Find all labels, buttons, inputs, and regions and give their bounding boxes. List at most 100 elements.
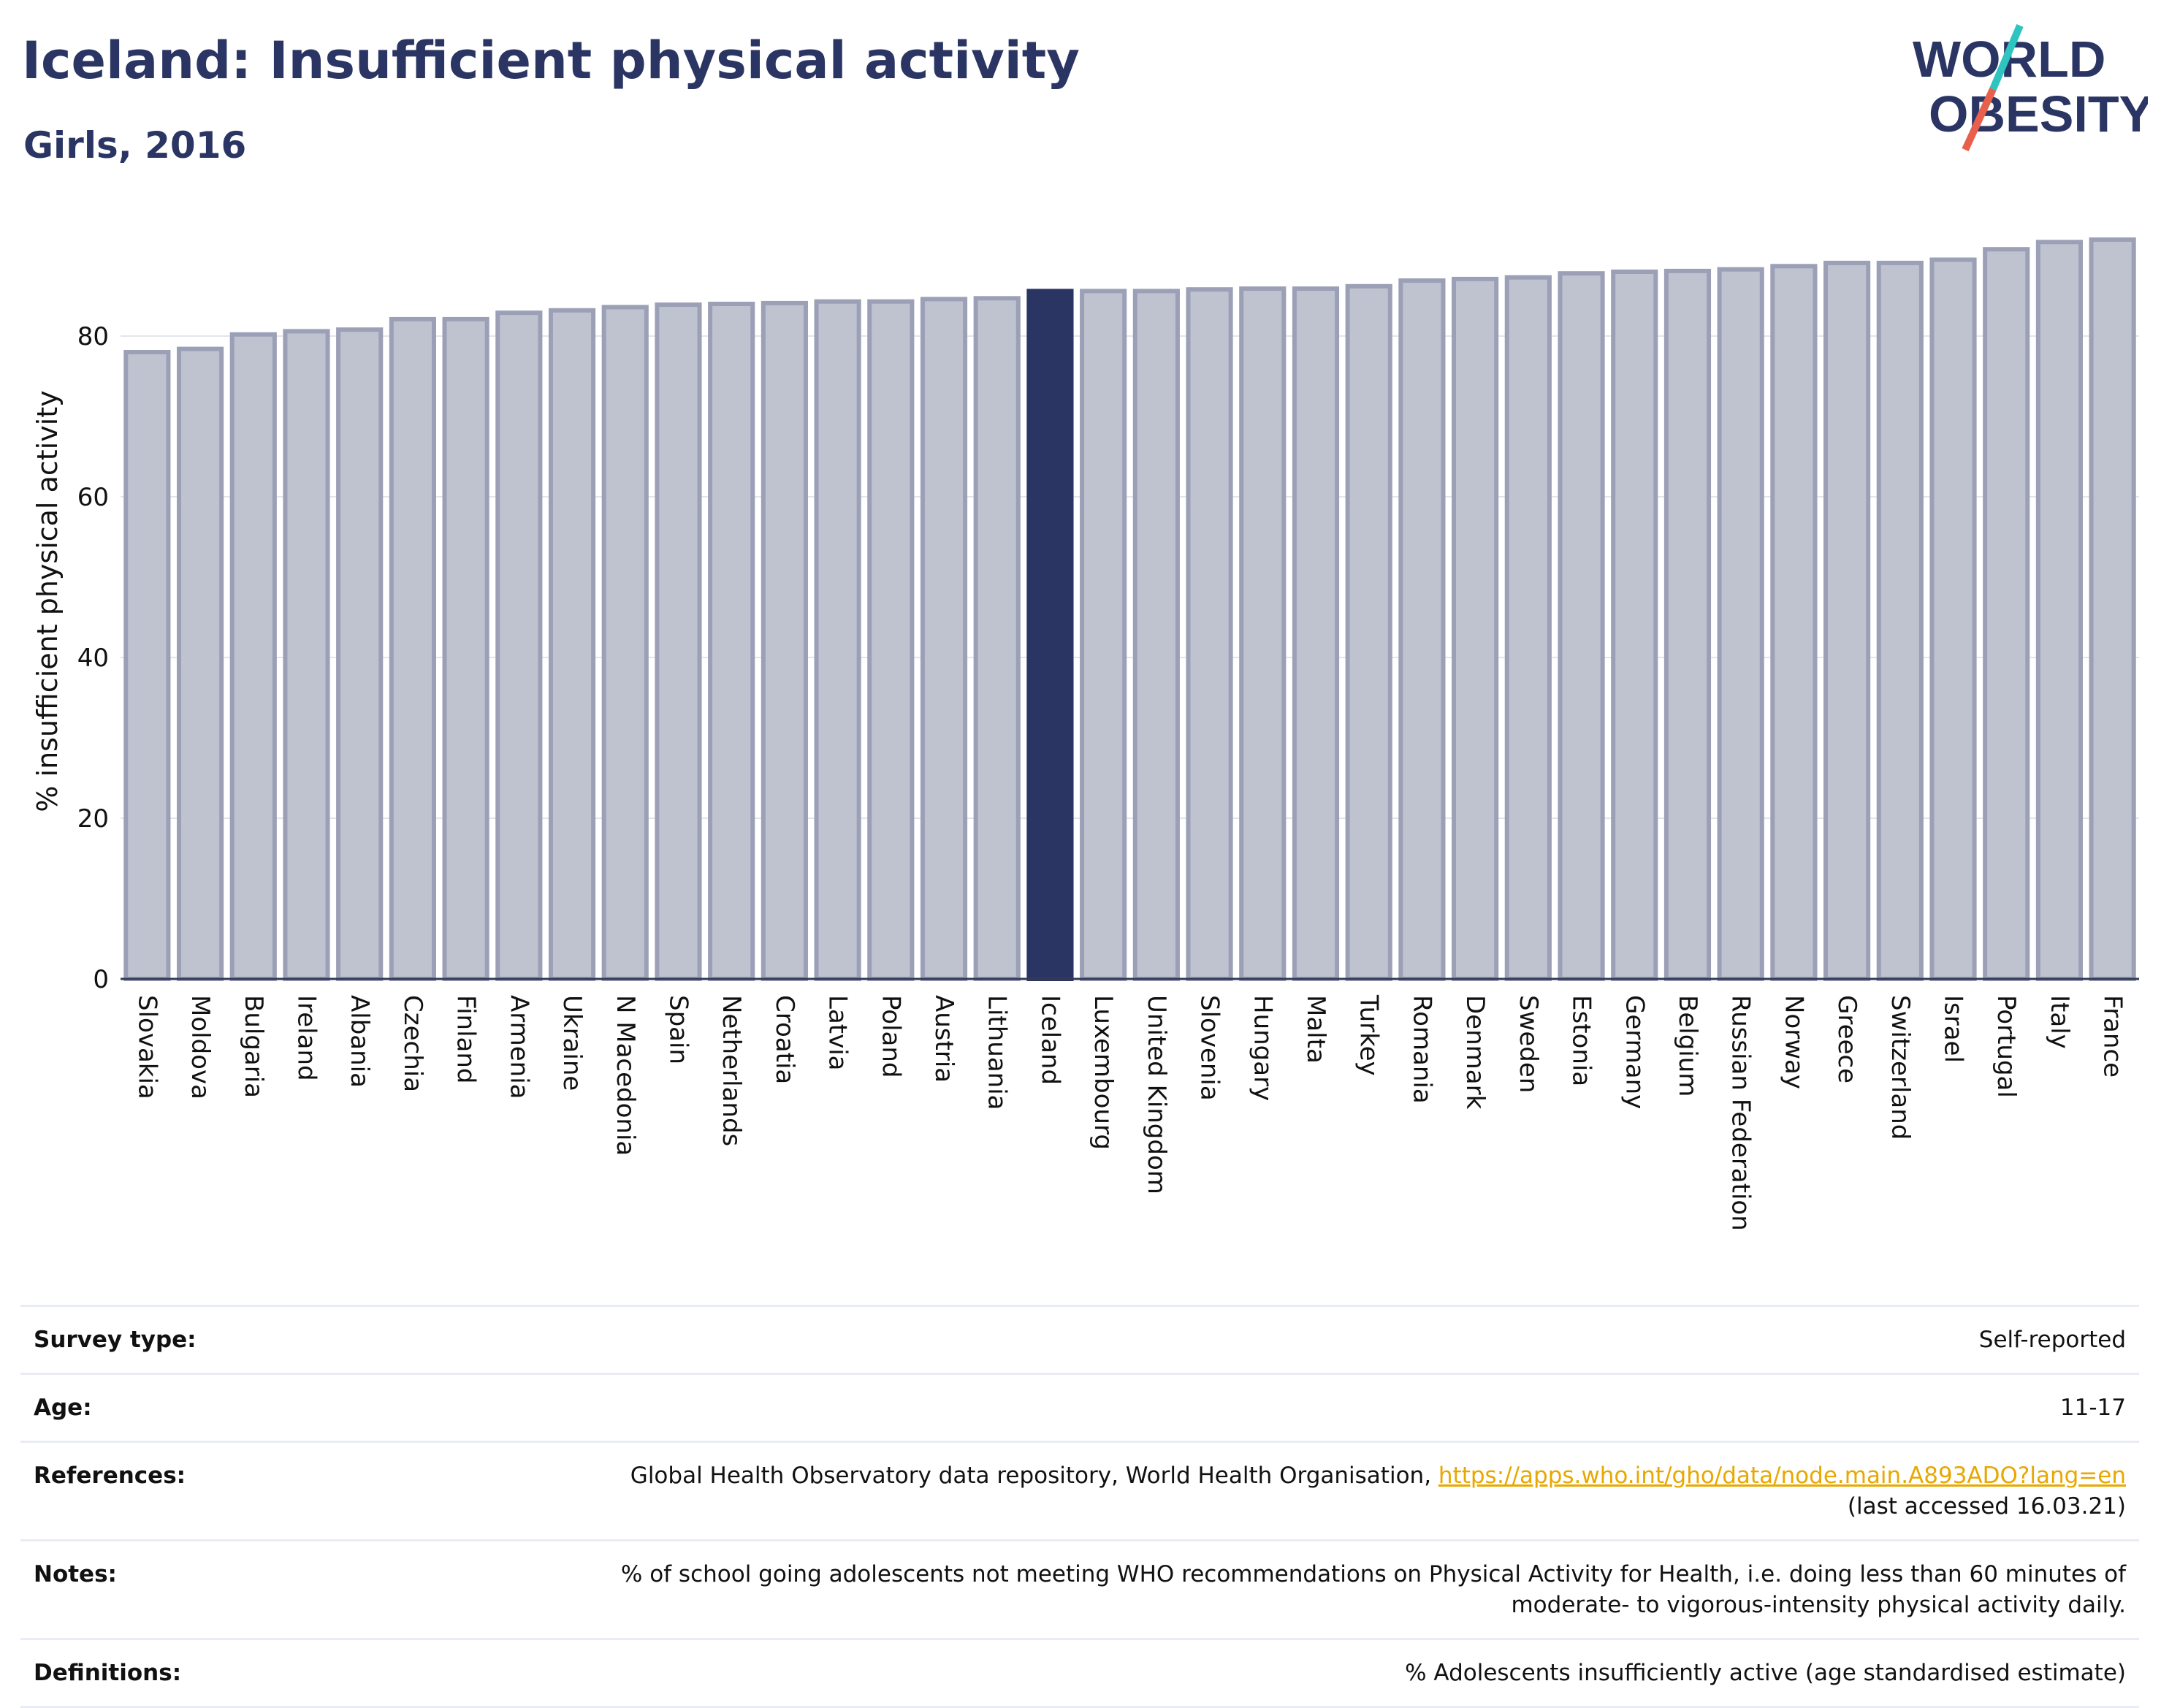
x-tick-label: Germany — [1620, 995, 1649, 1109]
bar-bulgaria — [229, 332, 277, 982]
bar-malta — [1292, 286, 1340, 982]
x-tick-label: Norway — [1779, 995, 1808, 1089]
meta-row-age: Age: 11-17 — [20, 1373, 2139, 1441]
meta-value: Global Health Observatory data repositor… — [630, 1460, 2126, 1522]
bar-armenia — [495, 310, 543, 982]
y-ticks: 0 20 40 60 80 — [77, 322, 109, 994]
x-tick-label: Switzerland — [1886, 995, 1915, 1140]
bar-moldova — [176, 346, 224, 982]
x-tick-label: Belgium — [1673, 995, 1702, 1097]
reference-link[interactable]: https://apps.who.int/gho/data/node.main.… — [1438, 1463, 2126, 1489]
bar-sweden — [1504, 275, 1552, 981]
x-tick-label: Finland — [451, 995, 481, 1084]
x-tick-label: Slovenia — [1195, 995, 1224, 1101]
x-tick-label: United Kingdom — [1142, 995, 1171, 1194]
bar-ireland — [283, 329, 330, 981]
y-tick-label: 60 — [77, 483, 109, 512]
bar-turkey — [1345, 283, 1392, 982]
page-title: Iceland: Insufficient physical activity — [22, 31, 1080, 91]
bar-poland — [867, 299, 915, 981]
bar-slovenia — [1186, 287, 1233, 981]
meta-value: % Adolescents insufficiently active (age… — [1405, 1660, 2126, 1686]
reference-accessed: (last accessed 16.03.21) — [1847, 1493, 2126, 1520]
bar-united-kingdom — [1132, 289, 1180, 981]
bar-germany — [1611, 270, 1658, 981]
bar-hungary — [1239, 286, 1287, 982]
x-tick-label: Ukraine — [557, 995, 587, 1091]
x-tick-label: Albania — [345, 995, 374, 1088]
bar-austria — [920, 297, 968, 981]
x-tick-label: Latvia — [823, 995, 853, 1071]
bar-belgium — [1663, 268, 1712, 981]
x-tick-label: Italy — [2045, 995, 2074, 1049]
bar-portugal — [1983, 247, 2030, 981]
bar-denmark — [1452, 276, 1499, 981]
x-tick-label: Ireland — [291, 995, 321, 1081]
logo-slash-top — [1989, 24, 2024, 91]
x-tick-label: Hungary — [1248, 995, 1277, 1101]
x-tick-label: Moldova — [186, 995, 215, 1099]
metadata-table: Survey type: Self-reported Age: 11-17 Re… — [20, 1305, 2139, 1708]
bar-netherlands — [708, 302, 755, 981]
x-tick-label: Bulgaria — [239, 995, 268, 1098]
bar-chart: 0 20 40 60 80 Slovakia Moldova Bulgaria Ireland… — [31, 237, 2139, 1231]
meta-label: Notes: — [34, 1561, 117, 1587]
logo-line2: OBESITY — [1929, 85, 2148, 142]
bar-israel — [1929, 257, 1977, 981]
x-tick-label: Russian Federation — [1726, 995, 1756, 1231]
x-tick-label: Malta — [1301, 995, 1330, 1064]
bar-slovakia — [123, 350, 171, 981]
meta-label: Definitions: — [34, 1660, 182, 1686]
x-ticks: Slovakia Moldova Bulgaria Ireland Albania Cze… — [132, 994, 2127, 1231]
bar-n-macedonia — [601, 305, 649, 981]
x-tick-label: Poland — [876, 995, 905, 1078]
x-tick-label: Romania — [1407, 995, 1436, 1104]
meta-value: 11-17 — [2059, 1395, 2126, 1421]
bar-czechia — [389, 316, 436, 981]
x-tick-label: Spain — [663, 995, 693, 1064]
x-tick-label: Iceland — [1035, 995, 1064, 1085]
bar-lithuania — [973, 296, 1021, 982]
meta-label: Age: — [34, 1395, 92, 1421]
x-tick-label: Turkey — [1354, 994, 1384, 1076]
page-subtitle: Girls, 2016 — [23, 124, 247, 167]
x-tick-label: Portugal — [1992, 995, 2021, 1098]
bar-italy — [2035, 240, 2084, 982]
meta-row-notes: Notes: % of school going adolescents not… — [20, 1539, 2139, 1638]
bar-greece — [1823, 260, 1871, 981]
bar-switzerland — [1876, 260, 1924, 981]
x-tick-label: N Macedonia — [611, 995, 640, 1156]
meta-label: Survey type: — [34, 1327, 197, 1353]
meta-row-survey-type: Survey type: Self-reported — [20, 1305, 2139, 1373]
x-tick-label: Lithuania — [983, 995, 1012, 1110]
bar-croatia — [761, 300, 808, 981]
bar-romania — [1398, 278, 1446, 982]
bar-luxembourg — [1080, 289, 1127, 981]
x-tick-label: Netherlands — [717, 995, 746, 1146]
logo-slash-bottom — [1962, 87, 1997, 152]
world-obesity-logo: WORLD OBESITY — [1913, 24, 2148, 152]
meta-label: References: — [34, 1463, 186, 1489]
x-tick-label: Armenia — [504, 995, 533, 1099]
bar-finland — [442, 316, 489, 981]
bars — [123, 237, 2136, 982]
x-tick-label: Slovakia — [132, 995, 161, 1099]
bar-norway — [1770, 264, 1818, 982]
meta-value: Self-reported — [1978, 1327, 2126, 1353]
bar-albania — [336, 327, 384, 981]
y-tick-label: 0 — [93, 965, 109, 994]
bar-france — [2089, 237, 2136, 981]
y-tick-label: 80 — [77, 322, 109, 351]
y-axis-label: % insufficient physical activity — [31, 390, 64, 812]
x-tick-label: Austria — [929, 995, 958, 1083]
x-tick-label: Israel — [1939, 995, 1968, 1063]
x-tick-label: Denmark — [1460, 995, 1490, 1110]
x-tick-label: Estonia — [1567, 995, 1596, 1086]
bar-ukraine — [548, 308, 596, 982]
y-tick-label: 20 — [77, 804, 109, 834]
y-tick-label: 40 — [77, 644, 109, 673]
meta-row-references: References: Global Health Observatory da… — [20, 1441, 2139, 1539]
x-tick-label: Greece — [1832, 995, 1861, 1083]
reference-text: Global Health Observatory data repositor… — [630, 1463, 1432, 1489]
bar-spain — [655, 302, 702, 982]
